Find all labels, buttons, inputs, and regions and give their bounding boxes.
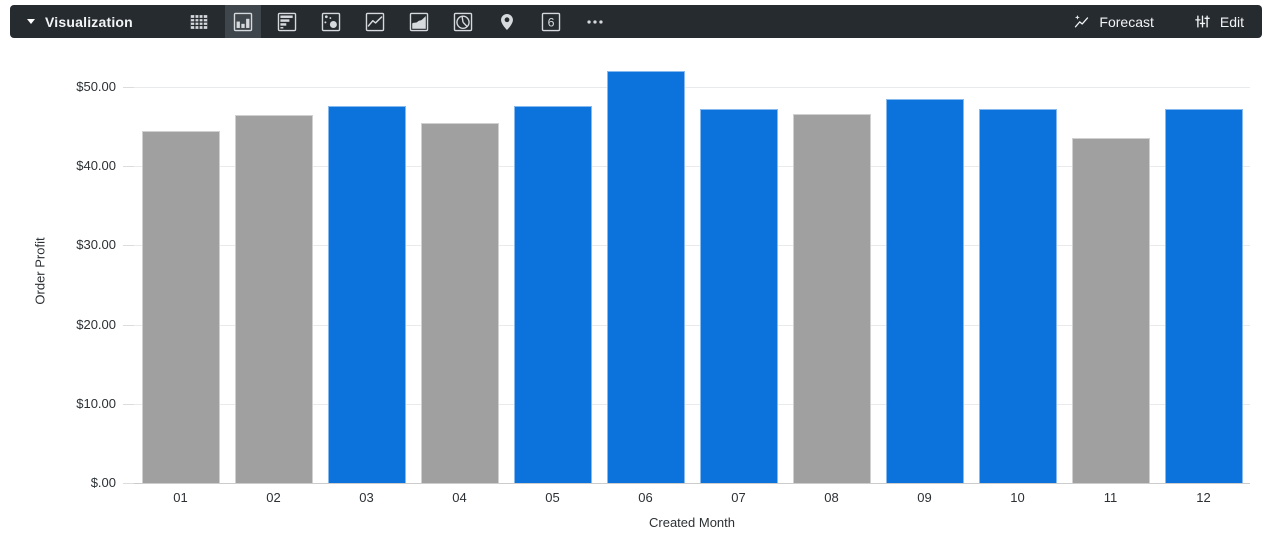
gridline-30 xyxy=(134,245,1250,247)
table-icon xyxy=(190,14,208,29)
chart-type-strip: 6 xyxy=(181,5,613,38)
chart-type-area-button[interactable] xyxy=(401,5,437,38)
bar-02[interactable] xyxy=(234,115,313,483)
svg-text:6: 6 xyxy=(547,15,554,29)
column-chart-icon xyxy=(233,12,253,31)
bar-01[interactable] xyxy=(141,130,220,483)
bar-11[interactable] xyxy=(1071,137,1150,483)
gridline-40 xyxy=(134,166,1250,168)
chart-type-more-button[interactable] xyxy=(577,5,613,38)
x-axis-line xyxy=(134,483,1250,484)
bar-03[interactable] xyxy=(327,105,406,483)
visualization-toolbar: Visualization xyxy=(10,5,1262,38)
chart-type-map-button[interactable] xyxy=(489,5,525,38)
x-tick-label-11: 11 xyxy=(1103,490,1118,505)
x-tick-label-08: 08 xyxy=(824,490,839,505)
x-tick-label-04: 04 xyxy=(452,490,467,505)
x-tick-label-12: 12 xyxy=(1196,490,1211,505)
edit-sliders-icon xyxy=(1195,15,1210,28)
ellipsis-icon xyxy=(587,19,603,24)
chart-type-line-button[interactable] xyxy=(357,5,393,38)
forecast-button[interactable]: Forecast xyxy=(1073,13,1154,30)
bar-04[interactable] xyxy=(420,122,499,483)
visualization-title: Visualization xyxy=(45,13,133,30)
area-chart-icon xyxy=(409,12,429,31)
y-tick-label-40: $40.00 xyxy=(76,158,116,174)
chart-type-pie-button[interactable] xyxy=(445,5,481,38)
pie-chart-icon xyxy=(453,12,473,31)
chart-type-single-value-button[interactable]: 6 xyxy=(533,5,569,38)
x-tick-label-02: 02 xyxy=(266,490,281,505)
y-tick-50 xyxy=(123,86,134,88)
chart-type-bar-button[interactable] xyxy=(269,5,305,38)
map-pin-icon xyxy=(500,13,513,30)
forecast-sparkle-icon xyxy=(1075,14,1089,28)
bar-09[interactable] xyxy=(885,98,964,483)
y-tick-10 xyxy=(123,403,134,405)
y-tick-0 xyxy=(123,483,134,484)
chart-type-column-button[interactable] xyxy=(224,5,261,38)
x-tick-label-05: 05 xyxy=(545,490,560,505)
edit-label: Edit xyxy=(1219,13,1244,30)
line-chart-icon xyxy=(365,12,385,31)
caret-down-icon xyxy=(27,19,35,24)
x-tick-label-06: 06 xyxy=(638,490,653,505)
single-value-icon: 6 xyxy=(541,12,561,31)
gridline-20 xyxy=(134,324,1250,326)
bar-10[interactable] xyxy=(978,109,1057,483)
y-tick-label-0: $.00 xyxy=(90,475,116,490)
x-tick-label-03: 03 xyxy=(359,490,374,505)
chart-type-scatter-button[interactable] xyxy=(313,5,349,38)
scatter-plot-icon xyxy=(321,12,341,31)
bar-08[interactable] xyxy=(792,113,871,483)
toolbar-actions: Forecast Edit xyxy=(1073,13,1244,30)
y-tick-label-30: $30.00 xyxy=(76,237,116,253)
x-tick-label-01: 01 xyxy=(173,490,188,505)
y-tick-label-10: $10.00 xyxy=(76,395,116,411)
y-tick-30 xyxy=(123,245,134,247)
chart-type-table-button[interactable] xyxy=(181,5,217,38)
gridline-10 xyxy=(134,403,1250,405)
y-tick-label-50: $50.00 xyxy=(76,78,116,94)
bar-chart-icon xyxy=(277,12,297,31)
x-tick-label-07: 07 xyxy=(731,490,746,505)
bar-07[interactable] xyxy=(699,109,778,483)
x-tick-label-10: 10 xyxy=(1010,490,1025,505)
y-tick-40 xyxy=(123,166,134,168)
y-tick-20 xyxy=(123,324,134,326)
gridline-50 xyxy=(134,86,1250,88)
x-tick-label-09: 09 xyxy=(917,490,932,505)
x-axis-title: Created Month xyxy=(649,515,735,530)
forecast-label: Forecast xyxy=(1099,13,1154,30)
visualization-menu-toggle[interactable]: Visualization xyxy=(27,14,133,30)
column-chart: Order Profit Created Month $50.00 $40.00 $… xyxy=(0,38,1272,560)
bar-05[interactable] xyxy=(513,105,592,483)
bar-12[interactable] xyxy=(1164,109,1243,483)
bar-06[interactable] xyxy=(606,71,685,483)
edit-button[interactable]: Edit xyxy=(1194,13,1244,30)
y-tick-label-20: $20.00 xyxy=(76,316,116,332)
